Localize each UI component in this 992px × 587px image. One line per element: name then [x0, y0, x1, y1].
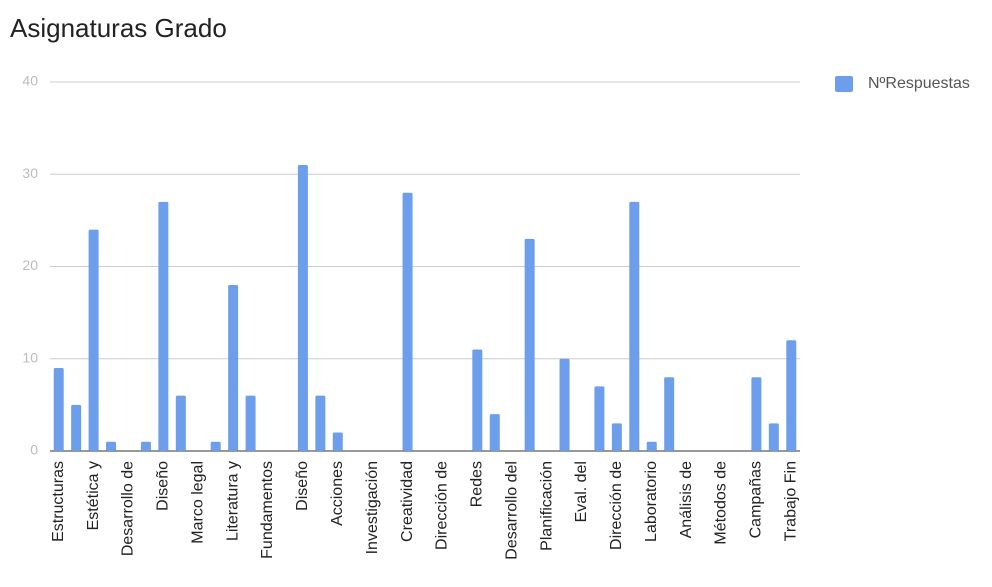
y-tick-label: 20: [22, 257, 38, 273]
bar: [559, 358, 570, 451]
x-tick-label: Literatura y: [224, 461, 241, 541]
bar: [88, 229, 99, 451]
y-tick-label: 40: [22, 73, 38, 89]
bar: [402, 192, 413, 451]
x-tick-label: Planificación: [538, 461, 555, 551]
x-tick-label: Investigación: [364, 461, 381, 554]
bar: [245, 395, 256, 451]
bar: [210, 441, 221, 451]
x-tick-label: Trabajo Fin: [782, 461, 799, 541]
legend-label: NºRespuestas: [868, 75, 970, 92]
bar: [664, 377, 675, 451]
x-tick-label: Eval. del: [573, 461, 590, 522]
x-tick-label: Creatividad: [399, 461, 416, 542]
x-tick-label: Dirección de: [434, 461, 451, 550]
bar: [786, 340, 797, 451]
x-tick-label: Métodos de: [713, 461, 730, 545]
x-tick-label: Desarrollo de: [120, 461, 137, 556]
chart-title: Asignaturas Grado: [10, 13, 227, 43]
x-tick-label: Redes: [469, 461, 486, 507]
bar: [472, 349, 483, 451]
x-tick-label: Estética y: [85, 461, 102, 530]
bar: [594, 386, 605, 451]
bar: [646, 441, 657, 451]
x-tick-label: Campañas: [748, 461, 765, 538]
bar: [332, 432, 343, 451]
bar: [71, 404, 82, 451]
bar: [751, 377, 762, 451]
x-tick-label: Laboratorio: [643, 461, 660, 542]
x-tick-label: Dirección de: [608, 461, 625, 550]
x-tick-label: Diseño: [155, 461, 172, 511]
y-tick-label: 30: [22, 165, 38, 181]
bar: [611, 423, 622, 451]
x-tick-label: Acciones: [329, 461, 346, 526]
x-tick-label: Estructuras: [50, 461, 67, 542]
bar: [297, 165, 308, 451]
bar: [158, 201, 169, 451]
bar: [175, 395, 186, 451]
y-tick-label: 0: [30, 442, 38, 458]
x-tick-label: Fundamentos: [259, 461, 276, 559]
x-tick-label: Análisis de: [678, 461, 695, 538]
y-tick-label: 10: [22, 349, 38, 365]
legend-swatch: [835, 76, 853, 92]
bar: [768, 423, 779, 451]
x-tick-label: Desarrollo del: [503, 461, 520, 560]
bar: [489, 414, 500, 451]
x-tick-label: Diseño: [294, 461, 311, 511]
bar: [106, 441, 117, 451]
bar: [140, 441, 151, 451]
x-tick-label: Marco legal: [189, 461, 206, 544]
bar: [53, 367, 64, 451]
bar: [315, 395, 326, 451]
bar: [629, 201, 640, 451]
bar: [228, 284, 239, 451]
bar: [524, 238, 535, 451]
